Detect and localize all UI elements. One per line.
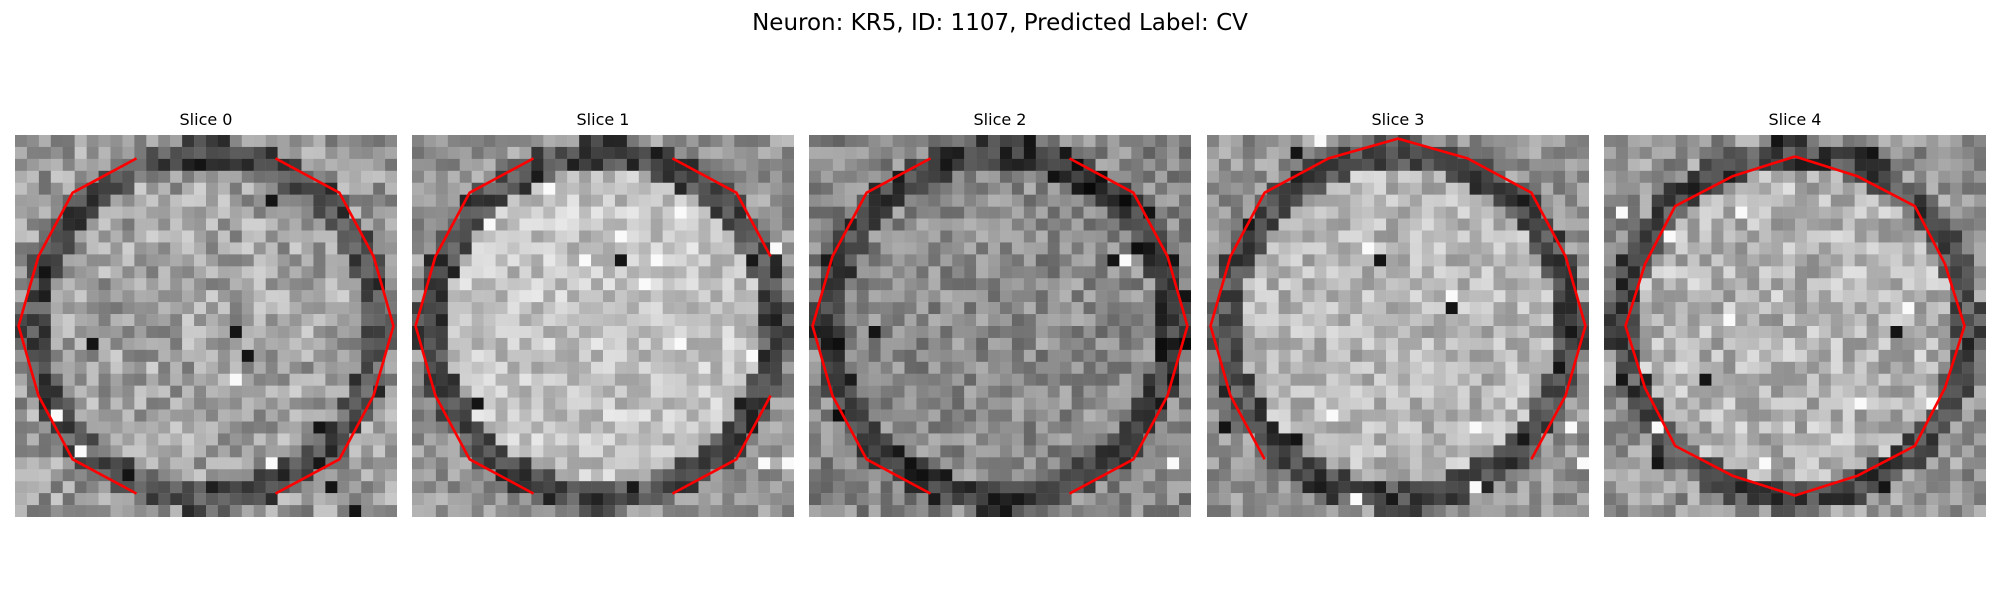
slice-image-2 [809,135,1191,517]
cell-contour [1209,137,1587,460]
figure-title: Neuron: KR5, ID: 1107, Predicted Label: … [752,10,1248,36]
slice-image-0 [15,135,397,517]
slice-image-3 [1207,135,1589,517]
pixel-grid [1207,135,1589,517]
cell-contour [1624,155,1966,497]
cell-contour-right-lower [671,394,772,495]
cell-contour-left [17,157,138,495]
slice-title-2: Slice 2 [973,110,1027,129]
slice-image-1 [412,135,794,517]
slice-title-3: Slice 3 [1371,110,1425,129]
pixel-grid [809,135,1191,517]
cell-contour-left [414,157,535,495]
slice-title-0: Slice 0 [179,110,233,129]
cell-contour-right-upper [671,157,772,258]
cell-contour-left [811,157,932,495]
slice-title-1: Slice 1 [576,110,630,129]
pixel-grid [1604,135,1986,517]
cell-contour-right [1068,157,1189,495]
slice-image-4 [1604,135,1986,517]
cell-contour-right [274,157,395,495]
slice-title-4: Slice 4 [1768,110,1822,129]
pixel-grid [412,135,794,517]
